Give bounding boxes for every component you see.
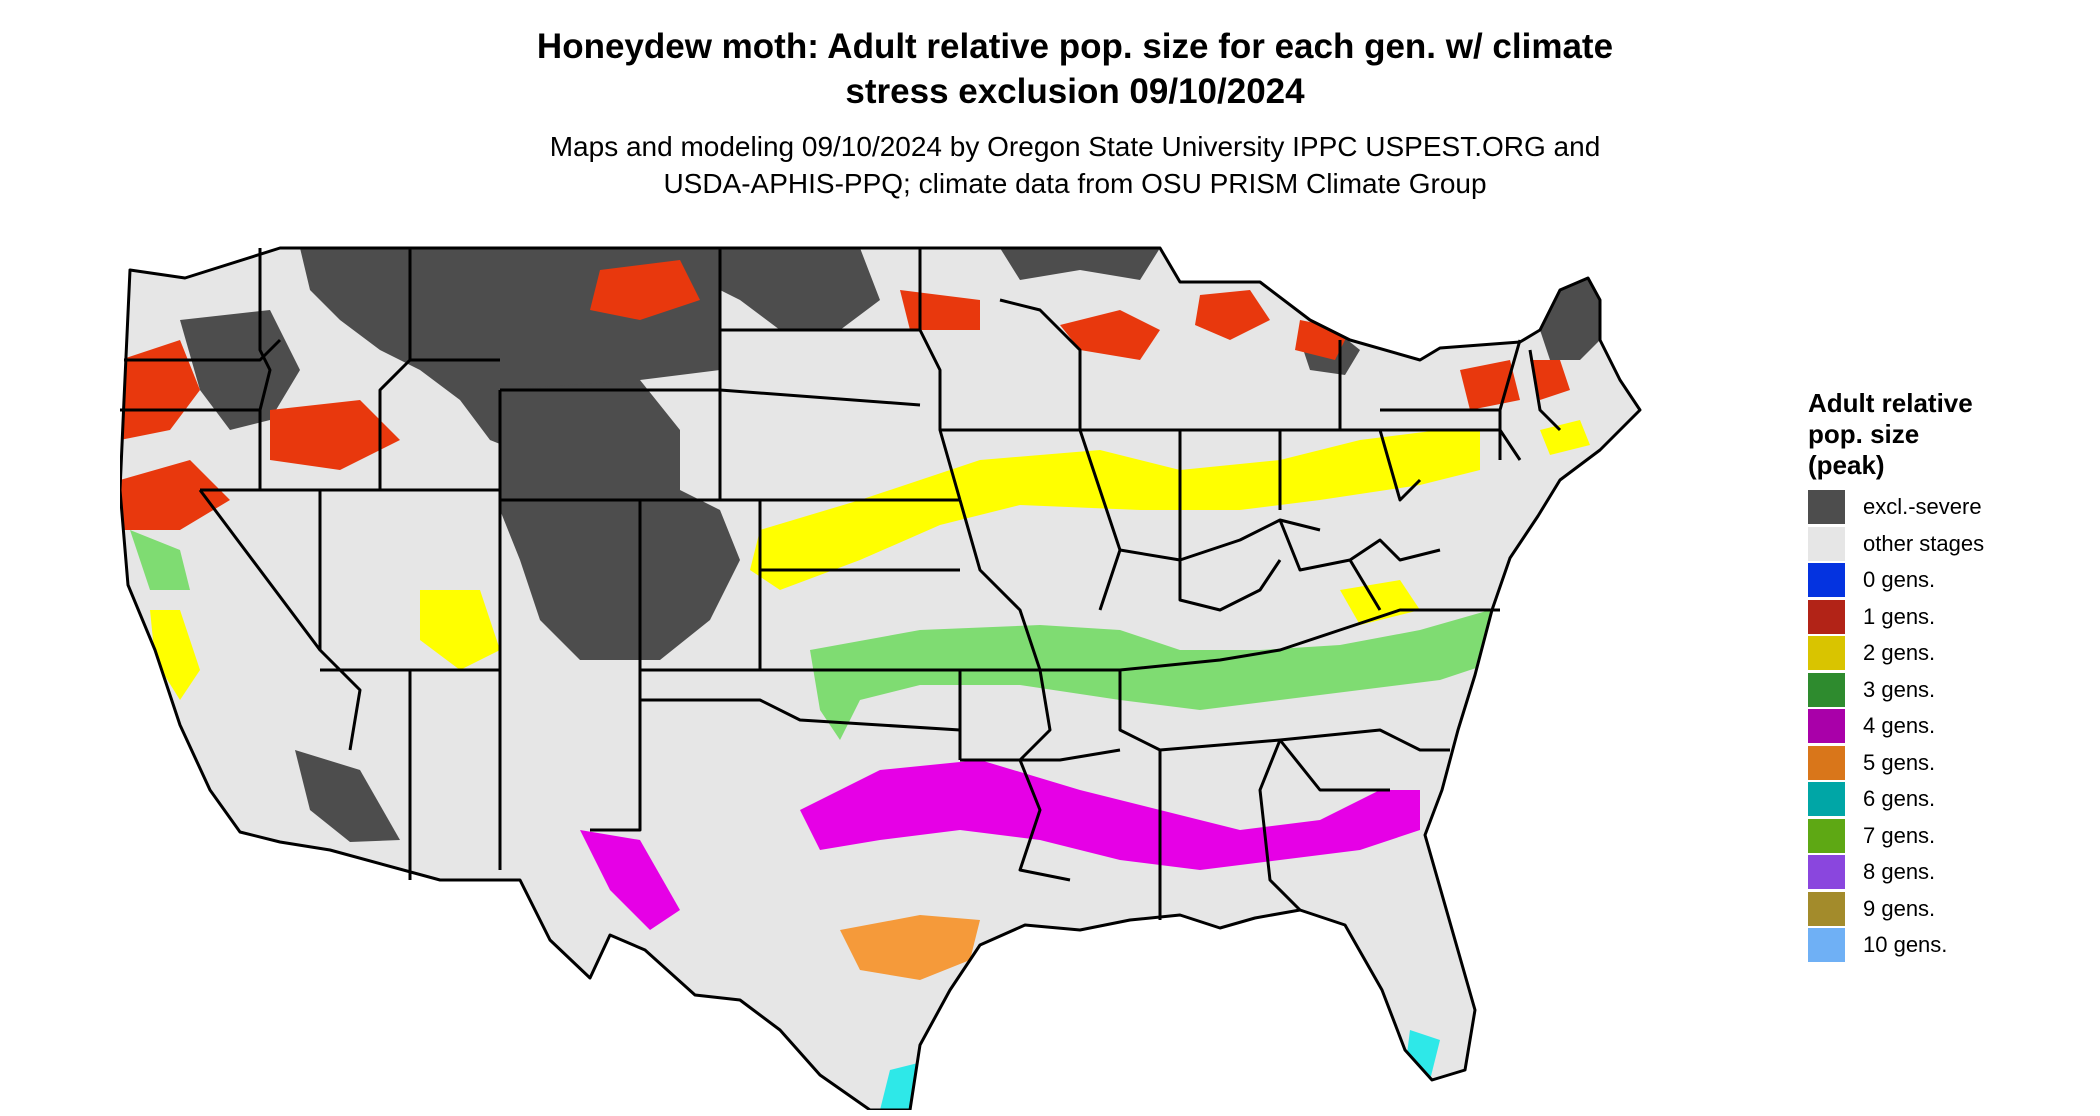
- state-borders: [120, 246, 1642, 1110]
- legend-item: 10 gens.: [1808, 927, 2088, 964]
- subtitle-line-2: USDA-APHIS-PPQ; climate data from OSU PR…: [663, 168, 1487, 199]
- us-generations-map: [120, 246, 1642, 1110]
- legend-swatch: [1808, 490, 1845, 525]
- legend-title: Adult relative pop. size (peak): [1808, 388, 2088, 481]
- legend-swatch: [1808, 526, 1845, 561]
- legend-item: 1 gens.: [1808, 599, 2088, 636]
- legend-item: excl.-severe: [1808, 489, 2088, 526]
- legend-item: 7 gens.: [1808, 818, 2088, 855]
- legend-item: 2 gens.: [1808, 635, 2088, 672]
- subtitle-line-1: Maps and modeling 09/10/2024 by Oregon S…: [549, 131, 1601, 162]
- legend-swatch: [1808, 636, 1845, 671]
- legend-item: other stages: [1808, 526, 2088, 563]
- legend-item: 3 gens.: [1808, 672, 2088, 709]
- six-gen-areas: [880, 1030, 1440, 1110]
- legend-item: 4 gens.: [1808, 708, 2088, 745]
- map-subtitle: Maps and modeling 09/10/2024 by Oregon S…: [0, 128, 2100, 202]
- legend-item: 8 gens.: [1808, 854, 2088, 891]
- legend-swatch: [1808, 818, 1845, 853]
- legend-swatch: [1808, 745, 1845, 780]
- legend-swatch: [1808, 928, 1845, 963]
- legend-label: 7 gens.: [1863, 822, 1936, 848]
- title-line-1: Honeydew moth: Adult relative pop. size …: [536, 27, 1614, 66]
- legend-title-line-3: (peak): [1808, 450, 1885, 480]
- legend-item: 5 gens.: [1808, 745, 2088, 782]
- legend-label: 10 gens.: [1863, 932, 1948, 958]
- legend-label: 5 gens.: [1863, 749, 1936, 775]
- legend-swatch: [1808, 563, 1845, 598]
- legend: Adult relative pop. size (peak) excl.-se…: [1808, 388, 2088, 964]
- legend-title-line-2: pop. size: [1808, 419, 1920, 449]
- legend-swatch: [1808, 855, 1845, 890]
- legend-label: 8 gens.: [1863, 859, 1936, 885]
- legend-title-line-1: Adult relative: [1808, 388, 1973, 418]
- two-gen-band: [150, 420, 1590, 700]
- legend-label: 1 gens.: [1863, 603, 1936, 629]
- legend-label: 3 gens.: [1863, 676, 1936, 702]
- legend-swatch: [1808, 782, 1845, 817]
- three-gen-band: [130, 530, 1500, 740]
- legend-label: 2 gens.: [1863, 640, 1936, 666]
- legend-items: excl.-severe other stages 0 gens. 1 gens. 2 …: [1808, 489, 2088, 964]
- legend-label: 0 gens.: [1863, 567, 1936, 593]
- legend-swatch: [1808, 672, 1845, 707]
- legend-item: 0 gens.: [1808, 562, 2088, 599]
- legend-swatch: [1808, 709, 1845, 744]
- legend-label: 4 gens.: [1863, 713, 1936, 739]
- legend-label: excl.-severe: [1863, 494, 1982, 520]
- legend-item: 9 gens.: [1808, 891, 2088, 928]
- title-line-2: stress exclusion 09/10/2024: [845, 72, 1305, 111]
- legend-label: other stages: [1863, 530, 1985, 556]
- legend-swatch: [1808, 891, 1845, 926]
- legend-label: 9 gens.: [1863, 895, 1936, 921]
- legend-item: 6 gens.: [1808, 781, 2088, 818]
- legend-swatch: [1808, 599, 1845, 634]
- legend-label: 6 gens.: [1863, 786, 1936, 812]
- map-title: Honeydew moth: Adult relative pop. size …: [0, 24, 2100, 114]
